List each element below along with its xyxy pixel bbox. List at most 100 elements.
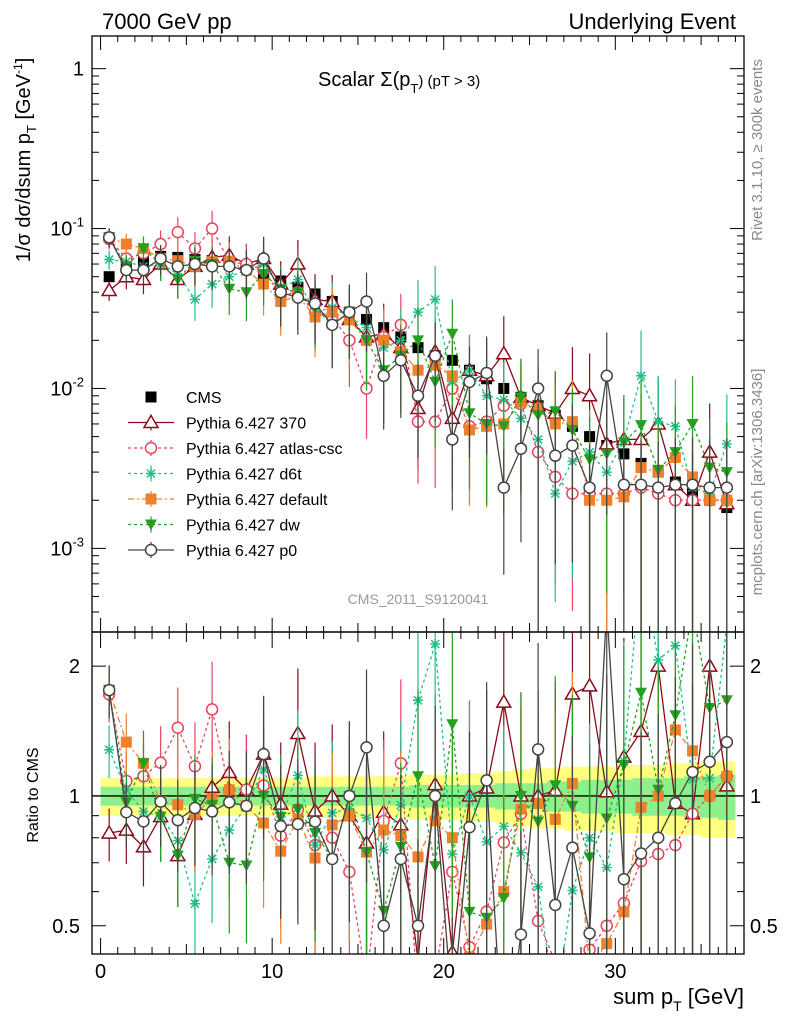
data-point (446, 433, 459, 446)
data-point (703, 481, 716, 494)
ratio-point (549, 780, 562, 792)
data-point (514, 392, 527, 404)
data-point (240, 263, 253, 277)
legend-marker (144, 543, 158, 557)
ratio-y-tick-label-left: 0.5 (52, 916, 80, 938)
data-point (103, 271, 115, 283)
legend-marker (145, 391, 157, 403)
data-point (653, 416, 664, 427)
data-point (137, 243, 150, 255)
data-point (154, 252, 167, 265)
data-point (497, 481, 511, 494)
data-point (430, 294, 441, 305)
data-point (205, 260, 219, 273)
ratio-frame (91, 631, 745, 955)
data-point (583, 481, 596, 494)
legend-label: Pythia 6.427 dw (186, 518, 300, 535)
data-point (581, 387, 598, 402)
data-point (480, 366, 493, 380)
x-axis-label: sum pT [GeV] (613, 984, 744, 1014)
main-y-tick-base: 10 (50, 219, 72, 241)
data-point (549, 406, 562, 418)
ratio-point (325, 852, 339, 866)
data-point (686, 418, 699, 430)
data-point (274, 285, 287, 299)
ratio-point (497, 892, 510, 904)
ratio-point (411, 919, 425, 933)
legend-marker (146, 468, 156, 479)
ratio-point (549, 898, 562, 912)
data-point (343, 305, 356, 319)
ratio-point (651, 831, 665, 844)
ylabel-sub: T (24, 125, 39, 133)
legend-entry: Pythia 6.427 p0 (128, 542, 297, 560)
ratio-point (291, 817, 305, 831)
ratio-point (240, 799, 253, 813)
data-point (120, 238, 132, 250)
legend-label: Pythia 6.427 p0 (186, 543, 297, 560)
ratio-point (205, 805, 219, 818)
ratio-point (653, 655, 664, 666)
main-plot-title: Scalar Σ(pT) (pT > 3) (318, 69, 480, 96)
ratio-point (446, 719, 459, 731)
main-y-tick-label: 1 (73, 59, 84, 81)
legend-entry: Pythia 6.427 370 (128, 414, 306, 433)
main-series-group (100, 210, 736, 632)
data-point (428, 349, 442, 363)
ratio-point (137, 815, 150, 828)
ratio-series-pythia-6-427-p0 (102, 632, 734, 954)
ratio-point (463, 820, 476, 834)
data-point (514, 442, 528, 455)
ratio-point (308, 815, 322, 828)
data-point (377, 369, 390, 383)
ratio-point (581, 677, 598, 692)
legend-label: Pythia 6.427 d6t (186, 467, 302, 484)
ratio-point (120, 736, 132, 748)
data-point (669, 478, 682, 491)
legend-entry: Pythia 6.427 d6t (128, 465, 302, 484)
data-point (495, 345, 513, 360)
ratio-point (412, 771, 424, 783)
ratio-point (428, 789, 442, 803)
title-main-text: Scalar Σ(p (318, 69, 410, 91)
legend: CMS Pythia 6.427 370 Pythia 6.427 atlas-cs… (128, 390, 343, 560)
data-point (636, 370, 647, 381)
data-point (325, 318, 339, 332)
main-y-tick-exponent: -3 (72, 534, 84, 549)
ratio-point (223, 796, 236, 809)
ratio-point (171, 813, 185, 827)
data-point (531, 382, 545, 395)
x-tick-label: 20 (433, 961, 455, 983)
ylabel-unit: [GeV (13, 73, 35, 125)
ratio-point (360, 741, 373, 754)
ratio-point (171, 721, 185, 734)
legend-entry: CMS (145, 390, 222, 407)
analysis-watermark: CMS_2011_S9120041 (348, 591, 489, 607)
ratio-point (720, 735, 734, 749)
ratio-point (100, 824, 118, 839)
data-point (308, 297, 322, 310)
series-pythia-6-427-p0 (102, 228, 734, 632)
ratio-point (104, 744, 115, 755)
ratio-point (274, 819, 287, 833)
ratio-point (188, 801, 202, 815)
data-point (171, 225, 185, 239)
main-y-tick-base: 10 (50, 378, 72, 400)
mcplots-credit-label: mcplots.cern.ch [arXiv:1306.3436] (749, 369, 766, 596)
ratio-point (480, 774, 493, 787)
ratio-y-tick-label-right: 0.5 (750, 916, 778, 938)
legend-entry: Pythia 6.427 default (128, 491, 328, 509)
data-point (549, 449, 562, 462)
main-y-tick-label: 10-2 (50, 374, 84, 400)
data-point (635, 420, 648, 432)
data-point (651, 481, 665, 494)
data-point (171, 260, 185, 273)
main-y-tick-base: 10 (50, 538, 72, 560)
ratio-y-tick-label-right: 1 (750, 786, 761, 808)
data-point (566, 439, 579, 452)
rivet-version-label: Rivet 3.1.10, ≥ 300k events (749, 59, 766, 241)
ratio-point (430, 639, 441, 650)
main-y-tick-label: 10-1 (50, 215, 84, 241)
ratio-point (189, 898, 200, 909)
